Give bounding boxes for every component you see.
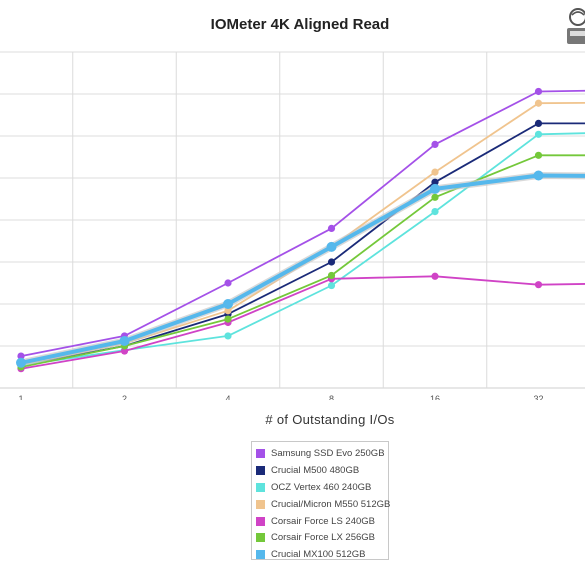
- series-6: [16, 170, 585, 368]
- data-point: [431, 193, 439, 201]
- data-point: [224, 315, 232, 323]
- data-point: [533, 170, 544, 181]
- legend-item: Corsair Force LS 240GB: [256, 513, 388, 530]
- series-line: [20, 275, 585, 370]
- data-point: [431, 272, 439, 280]
- legend-item: Crucial M500 480GB: [256, 462, 388, 479]
- x-tick-labels: 1 2 4 8 16 32: [18, 394, 543, 400]
- data-point: [534, 87, 543, 96]
- data-point: [120, 347, 129, 355]
- series-line: [20, 132, 585, 367]
- data-point: [534, 119, 543, 127]
- data-point: [534, 151, 543, 159]
- grid-layer: [0, 51, 585, 389]
- x-axis-label: # of Outstanding I/Os: [265, 412, 395, 427]
- series-0: [17, 87, 585, 360]
- data-point: [16, 357, 26, 368]
- data-point: [119, 335, 130, 346]
- data-point: [224, 279, 232, 287]
- data-point: [431, 178, 439, 186]
- legend-label: Corsair Force LX 256GB: [271, 532, 376, 544]
- legend-label: Corsair Force LS 240GB: [271, 515, 376, 527]
- series-2: [17, 130, 585, 369]
- data-point: [224, 307, 232, 315]
- legend-swatch: [256, 533, 265, 543]
- x-tick-label: 8: [329, 394, 334, 400]
- series-shadow: [20, 172, 585, 367]
- legend-item: Corsair Force LX 256GB: [256, 529, 388, 546]
- data-point: [534, 281, 543, 289]
- data-point: [327, 258, 336, 266]
- legend-item: Crucial/Micron M550 512GB: [256, 496, 391, 513]
- x-tick-label: 1: [18, 394, 23, 400]
- data-point: [17, 352, 25, 360]
- legend-label: Crucial MX100 512GB: [271, 549, 366, 561]
- legend: Samsung SSD Evo 250GB Crucial M500 480GB…: [251, 441, 391, 563]
- data-point: [327, 271, 336, 280]
- legend-label: OCZ Vertex 460 240GB: [271, 481, 372, 493]
- legend-label: Crucial M500 480GB: [271, 464, 360, 476]
- data-point: [534, 99, 543, 107]
- data-point: [223, 299, 233, 309]
- x-tick-label: 16: [430, 394, 440, 400]
- series-3: [17, 99, 585, 369]
- legend-swatch: [256, 482, 265, 492]
- series-line: [20, 89, 585, 357]
- site-logo-icon: [561, 8, 585, 46]
- legend-item: Crucial MX100 512GB: [256, 546, 388, 563]
- legend-swatch: [256, 499, 265, 509]
- legend-item: Samsung SSD Evo 250GB: [256, 445, 388, 462]
- x-tick-label: 2: [122, 394, 127, 400]
- legend-swatch: [256, 550, 265, 560]
- x-tick-label: 4: [225, 394, 230, 400]
- data-point: [326, 241, 337, 252]
- legend-label: Samsung SSD Evo 250GB: [271, 447, 385, 459]
- series-layer: [16, 87, 585, 373]
- data-point: [431, 168, 439, 176]
- series-line: [20, 101, 585, 366]
- chart-title: IOMeter 4K Aligned Read: [210, 16, 390, 33]
- data-point: [534, 130, 543, 138]
- series-line: [20, 173, 585, 365]
- data-point: [430, 183, 440, 194]
- data-point: [431, 208, 439, 216]
- legend-swatch: [256, 516, 265, 526]
- data-point: [327, 281, 336, 290]
- data-point: [431, 140, 439, 148]
- legend-swatch: [256, 448, 265, 458]
- line-chart: 1 2 4 8 16 32: [0, 51, 585, 400]
- x-tick-label: 32: [533, 394, 543, 400]
- data-point: [224, 332, 232, 340]
- legend-item: OCZ Vertex 460 240GB: [256, 479, 388, 496]
- legend-label: Crucial/Micron M550 512GB: [271, 498, 391, 510]
- data-point: [327, 224, 336, 232]
- legend-swatch: [256, 465, 265, 475]
